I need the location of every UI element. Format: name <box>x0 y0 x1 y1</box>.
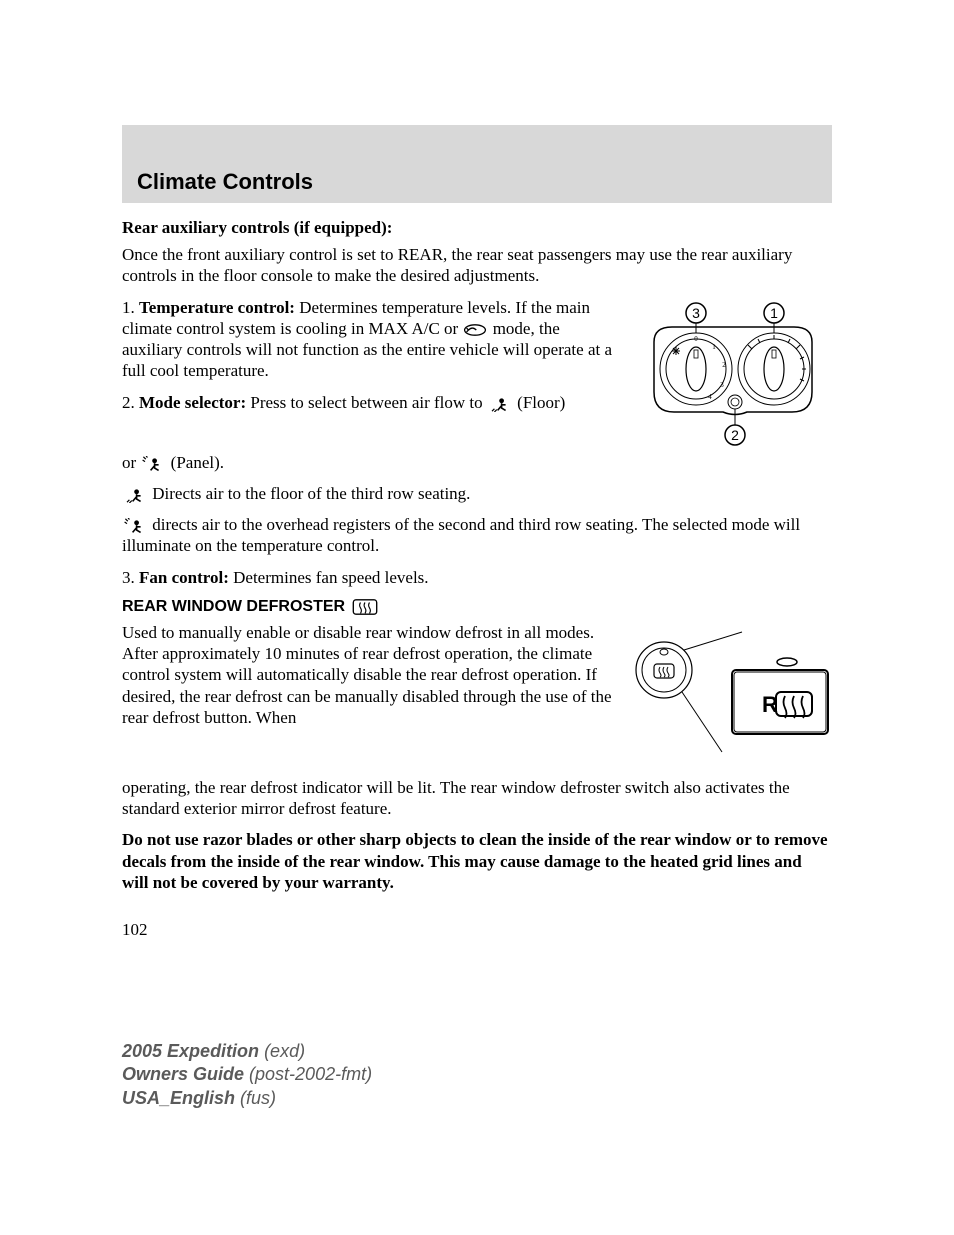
defroster-diagram-col: R <box>632 622 832 777</box>
footer-1a: 2005 Expedition <box>122 1041 264 1061</box>
defroster-heading-text: REAR WINDOW DEFROSTER <box>122 598 350 615</box>
panel-vent-icon-2 <box>122 518 148 534</box>
item1-label: Temperature control: <box>139 298 295 317</box>
item2-floor: (Floor) <box>513 393 565 412</box>
item-2-para: 2. Mode selector: Press to select betwee… <box>122 392 612 413</box>
footer-line-3: USA_English (fus) <box>122 1087 372 1110</box>
page-content: Rear auxiliary controls (if equipped): O… <box>122 218 832 903</box>
item1-number: 1. <box>122 298 139 317</box>
item-1-para: 1. Temperature control: Determines tempe… <box>122 297 612 382</box>
item-3-para: 3. Fan control: Determines fan speed lev… <box>122 567 832 588</box>
defroster-text-col: Used to manually enable or disable rear … <box>122 622 612 728</box>
temp-control-row: 1. Temperature control: Determines tempe… <box>122 297 832 452</box>
defroster-heading: REAR WINDOW DEFROSTER <box>122 598 832 616</box>
floor-vent-icon <box>487 396 513 412</box>
dial-mark-2: 2 <box>722 361 726 369</box>
item2-number: 2. <box>122 393 139 412</box>
footer-3a: USA_English <box>122 1088 240 1108</box>
floor-vent-icon-2 <box>122 487 148 503</box>
dial-mark-4: 4 <box>708 393 712 401</box>
item2-text-a: Press to select between air flow to <box>246 393 487 412</box>
rear-aux-dial-diagram: 3 1 2 0 1 2 3 4 <box>632 297 832 447</box>
dial-diagram-col: 3 1 2 0 1 2 3 4 <box>632 297 832 452</box>
defroster-warning: Do not use razor blades or other sharp o… <box>122 829 832 893</box>
footer-line-1: 2005 Expedition (exd) <box>122 1040 372 1063</box>
item2-or-panel: or (Panel). <box>122 452 832 473</box>
footer-2a: Owners Guide <box>122 1064 249 1084</box>
footer-block: 2005 Expedition (exd) Owners Guide (post… <box>122 1040 372 1110</box>
page-number: 102 <box>122 920 148 940</box>
item2-panel: (Panel). <box>166 453 224 472</box>
footer-1b: (exd) <box>264 1041 305 1061</box>
defroster-text-b: operating, the rear defrost indicator wi… <box>122 777 832 820</box>
floor-desc-para: Directs air to the floor of the third ro… <box>122 483 832 504</box>
dial-mark-0: 0 <box>694 335 698 343</box>
panel-desc-para: directs air to the overhead registers of… <box>122 514 832 557</box>
item3-number: 3. <box>122 568 139 587</box>
floor-desc: Directs air to the floor of the third ro… <box>148 484 470 503</box>
defrost-icon <box>350 598 380 616</box>
defroster-text-a: Used to manually enable or disable rear … <box>122 622 612 728</box>
item2-label: Mode selector: <box>139 393 246 412</box>
rear-aux-intro: Once the front auxiliary control is set … <box>122 244 832 287</box>
panel-vent-icon <box>140 456 166 472</box>
section-header-bar: Climate Controls <box>122 125 832 203</box>
footer-2b: (post-2002-fmt) <box>249 1064 372 1084</box>
defroster-diagram: R <box>632 622 832 772</box>
item3-label: Fan control: <box>139 568 229 587</box>
callout-1: 1 <box>770 305 778 321</box>
footer-line-2: Owners Guide (post-2002-fmt) <box>122 1063 372 1086</box>
callout-2: 2 <box>731 427 739 443</box>
rear-aux-heading: Rear auxiliary controls (if equipped): <box>122 218 832 238</box>
panel-desc: directs air to the overhead registers of… <box>122 515 800 555</box>
defroster-row: Used to manually enable or disable rear … <box>122 622 832 777</box>
item2-or: or <box>122 453 140 472</box>
dial-mark-1: 1 <box>712 343 716 351</box>
dial-mark-3: 3 <box>720 381 724 389</box>
item3-text: Determines fan speed levels. <box>229 568 429 587</box>
section-title: Climate Controls <box>137 169 313 195</box>
callout-3: 3 <box>692 305 700 321</box>
recirc-icon <box>462 322 488 338</box>
footer-3b: (fus) <box>240 1088 276 1108</box>
temp-control-text-col: 1. Temperature control: Determines tempe… <box>122 297 612 423</box>
